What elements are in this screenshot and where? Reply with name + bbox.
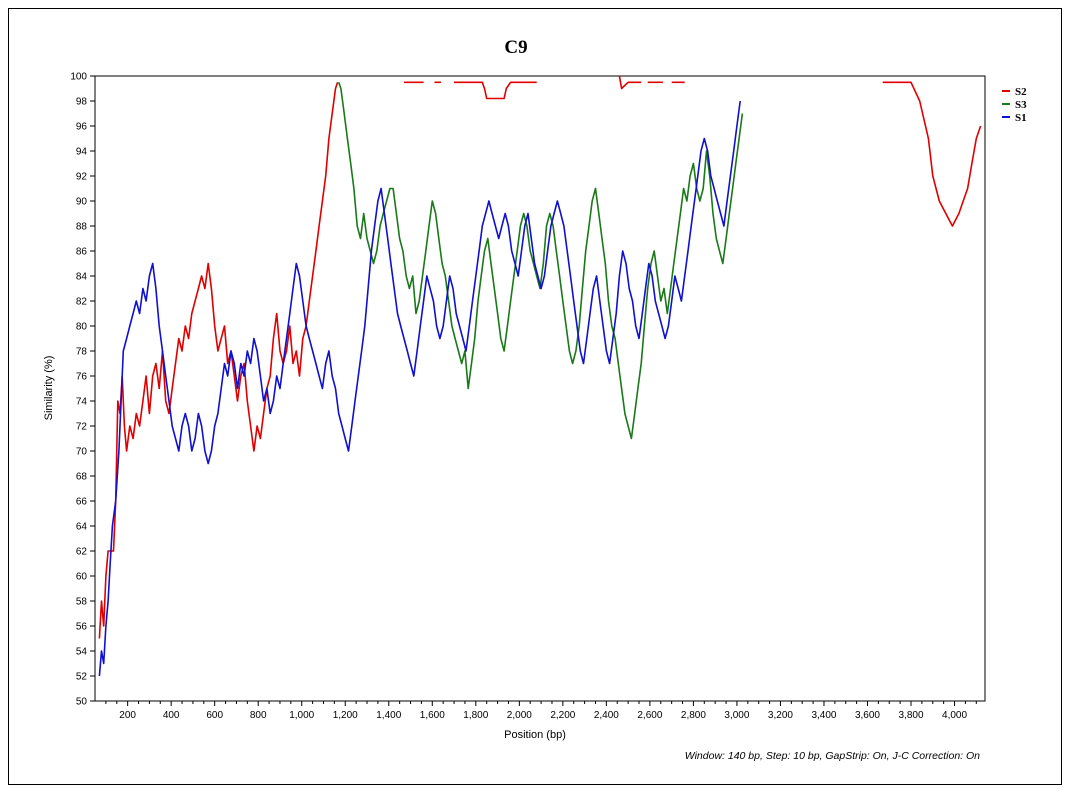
x-tick-label: 2,400 [594,710,619,721]
series-layer [98,75,982,677]
x-tick-label: 2,200 [550,710,575,721]
x-tick-label: 3,600 [855,710,880,721]
legend-label-s1: S1 [1015,112,1027,124]
y-tick-label: 98 [76,97,88,108]
y-tick-label: 82 [76,297,88,308]
y-tick-label: 100 [70,72,87,83]
x-tick-label: 3,000 [724,710,749,721]
y-tick-label: 56 [76,622,88,633]
x-tick-label: 1,200 [333,710,358,721]
y-tick-label: 76 [76,372,88,383]
y-tick-label: 90 [76,197,88,208]
y-tick-label: 78 [76,347,88,358]
y-tick-label: 60 [76,572,88,583]
y-tick-label: 96 [76,122,88,133]
y-tick-label: 74 [76,397,88,408]
x-tick-label: 600 [206,710,223,721]
y-tick-label: 70 [76,447,88,458]
y-tick-label: 88 [76,222,88,233]
y-tick-label: 94 [76,147,88,158]
x-tick-label: 1,600 [420,710,445,721]
series-line-s2-segment-4 [618,75,642,90]
x-tick-label: 400 [163,710,180,721]
series-line-s2-segment-3 [454,81,537,100]
y-tick-label: 86 [76,247,88,258]
x-tick-label: 4,000 [942,710,967,721]
series-line-s2-segment-0 [98,82,339,639]
y-tick-label: 84 [76,272,88,283]
series-line-s2-segment-7 [882,81,982,227]
y-tick-label: 64 [76,522,88,533]
y-tick-label: 58 [76,597,88,608]
series-line-s3-segment-0 [337,82,744,440]
x-tick-label: 3,400 [811,710,836,721]
y-tick-label: 66 [76,497,88,508]
x-tick-label: 3,800 [898,710,923,721]
y-tick-label: 54 [76,647,88,658]
x-tick-label: 200 [119,710,136,721]
y-axis-ticks: 50 52 54 56 58 60 62 64 66 68 70 72 74 76 78 80 82 84 86 88… [70,72,95,708]
x-tick-label: 2,600 [637,710,662,721]
x-axis-ticks: 200 400 600 800 1,000 1,200 1,400 1,600 1,800 2,0… [105,701,977,721]
plot-area [94,75,986,702]
analysis-parameters-note: Window: 140 bp, Step: 10 bp, GapStrip: O… [685,750,980,762]
x-tick-label: 2,000 [507,710,532,721]
legend-label-s2: S2 [1015,86,1027,98]
x-tick-label: 1,000 [289,710,314,721]
x-tick-label: 800 [250,710,267,721]
y-tick-label: 50 [76,697,88,708]
y-tick-label: 72 [76,422,88,433]
y-tick-label: 52 [76,672,88,683]
y-tick-label: 80 [76,322,88,333]
x-tick-label: 2,800 [681,710,706,721]
y-axis-label: Similarity (%) [43,356,55,421]
x-tick-label: 1,800 [463,710,488,721]
x-tick-label: 1,400 [376,710,401,721]
series-line-s1-segment-0 [98,100,741,677]
chart-title: C9 [504,37,527,58]
chart-frame [8,8,1062,785]
legend-label-s3: S3 [1015,99,1027,111]
y-tick-label: 68 [76,472,88,483]
x-tick-label: 3,200 [768,710,793,721]
y-tick-label: 92 [76,172,88,183]
x-axis-label: Position (bp) [504,729,566,741]
y-tick-label: 62 [76,547,88,558]
